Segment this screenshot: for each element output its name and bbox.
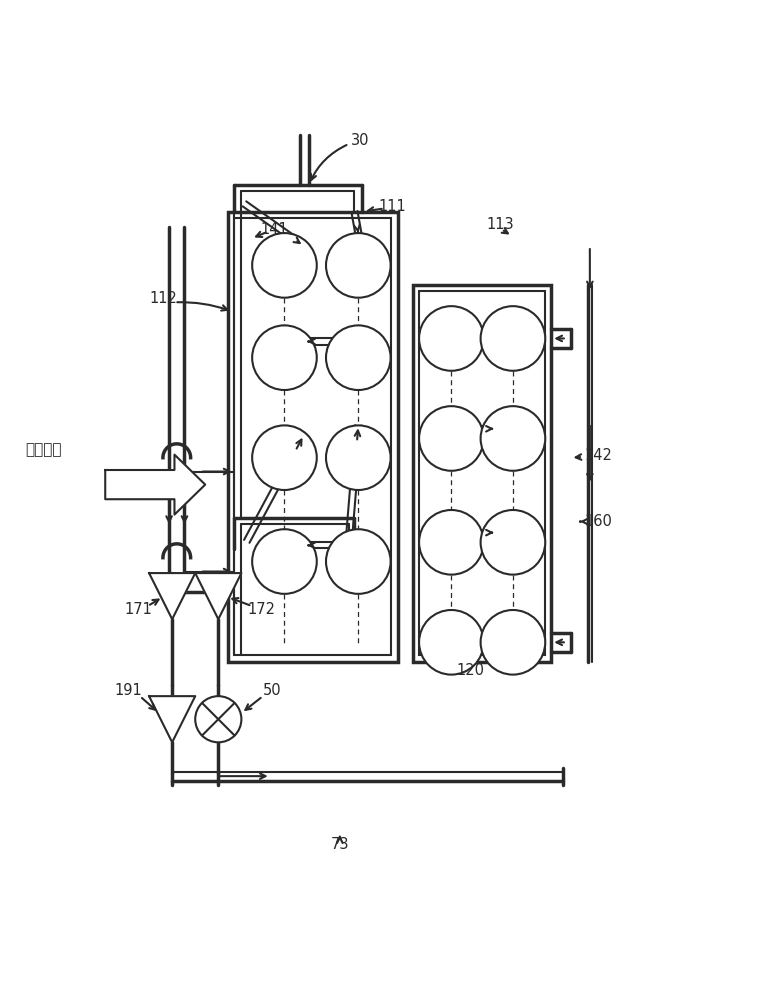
Text: 141: 141: [261, 222, 288, 237]
Text: 120: 120: [456, 663, 485, 678]
Text: 172: 172: [247, 602, 276, 617]
Circle shape: [419, 510, 484, 575]
Text: 113: 113: [486, 217, 513, 232]
Text: 171: 171: [124, 602, 152, 617]
Text: 142: 142: [584, 448, 612, 463]
Circle shape: [195, 696, 242, 742]
Text: 30: 30: [351, 133, 370, 148]
Text: 室外空気: 室外空気: [25, 443, 62, 458]
Circle shape: [252, 233, 317, 298]
Text: 50: 50: [262, 683, 282, 698]
Bar: [235, 218, 391, 655]
Bar: [229, 212, 398, 662]
Circle shape: [481, 610, 545, 675]
Polygon shape: [195, 573, 242, 619]
Circle shape: [419, 306, 484, 371]
Circle shape: [326, 325, 391, 390]
Circle shape: [419, 610, 484, 675]
Polygon shape: [149, 696, 195, 742]
Circle shape: [326, 233, 391, 298]
Text: 160: 160: [584, 514, 612, 529]
Bar: [413, 285, 551, 662]
Text: 111: 111: [378, 199, 406, 214]
Circle shape: [419, 406, 484, 471]
Circle shape: [326, 529, 391, 594]
Circle shape: [481, 510, 545, 575]
Circle shape: [326, 425, 391, 490]
Circle shape: [252, 325, 317, 390]
Circle shape: [481, 406, 545, 471]
Text: 191: 191: [114, 683, 142, 698]
Circle shape: [252, 529, 317, 594]
Text: 112: 112: [149, 291, 177, 306]
Bar: [419, 291, 545, 655]
Circle shape: [252, 425, 317, 490]
Text: 73: 73: [330, 837, 349, 852]
Polygon shape: [105, 455, 205, 515]
Circle shape: [481, 306, 545, 371]
Polygon shape: [149, 573, 195, 619]
